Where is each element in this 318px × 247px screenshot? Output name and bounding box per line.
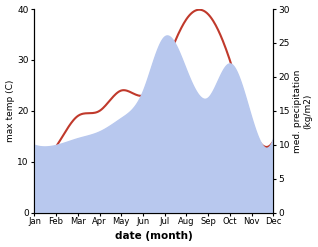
X-axis label: date (month): date (month): [115, 231, 193, 242]
Y-axis label: med. precipitation
(kg/m2): med. precipitation (kg/m2): [293, 69, 313, 153]
Y-axis label: max temp (C): max temp (C): [5, 80, 15, 142]
